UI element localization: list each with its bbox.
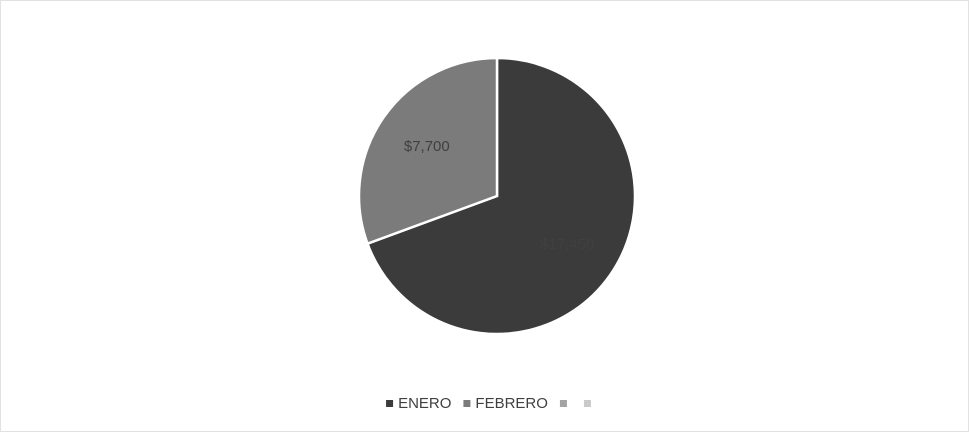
legend-label: ENERO [398, 395, 451, 412]
legend-marker [463, 400, 470, 407]
legend-marker [560, 400, 567, 407]
legend-marker [386, 400, 393, 407]
data-label: $7,700 [404, 138, 450, 155]
chart: $17,450 $7,700 ENERO FEBRERO [0, 0, 969, 432]
legend-label: FEBRERO [475, 395, 548, 412]
page: $17,450$7,700ENEROFEBRERO (() => { const… [0, 0, 969, 432]
legend-marker [584, 400, 591, 407]
data-label: $17,450 [540, 236, 594, 253]
